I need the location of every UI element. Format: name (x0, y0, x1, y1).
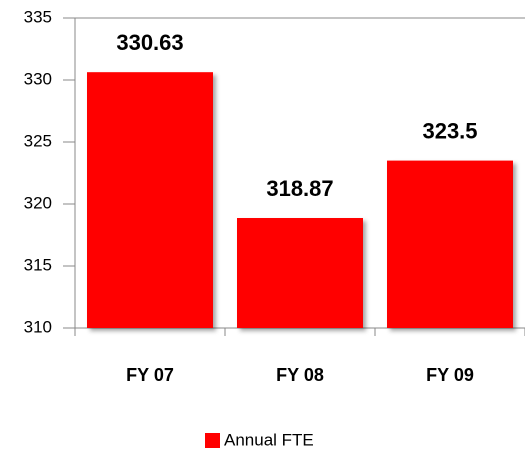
y-tick-label: 320 (24, 193, 52, 212)
bar (387, 160, 513, 328)
data-label: 318.87 (266, 176, 333, 201)
data-label: 330.63 (116, 30, 183, 55)
y-tick-label: 315 (24, 255, 52, 274)
y-tick-label: 310 (24, 317, 52, 336)
bar (87, 72, 213, 328)
y-tick-label: 325 (24, 131, 52, 150)
y-tick-label: 335 (24, 7, 52, 26)
x-tick-label: FY 09 (426, 365, 474, 385)
legend-label: Annual FTE (224, 430, 314, 449)
x-tick-label: FY 08 (276, 365, 324, 385)
y-tick-label: 330 (24, 69, 52, 88)
x-tick-label: FY 07 (126, 365, 174, 385)
bar (237, 218, 363, 328)
legend-swatch (205, 433, 220, 448)
data-label: 323.5 (422, 118, 477, 143)
